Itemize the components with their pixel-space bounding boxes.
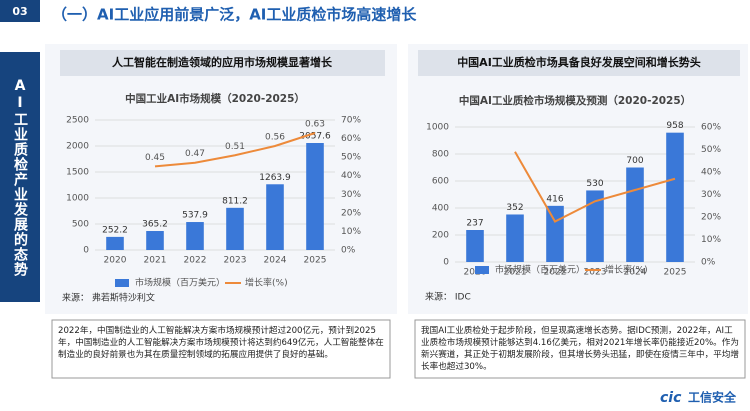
line-label: 0.63 <box>305 120 325 130</box>
sidebar: AI工业质检产业发展的态势 <box>0 52 40 302</box>
y-tick-label: 600 <box>432 177 449 187</box>
bar-label: 958 <box>666 121 683 131</box>
bar-label: 537.9 <box>182 211 208 221</box>
section-number: 03 <box>12 5 27 18</box>
bar-label: 252.2 <box>102 225 128 235</box>
bar-label: 352 <box>506 203 523 213</box>
y2-tick-label: 40% <box>341 171 361 181</box>
bar <box>306 143 324 250</box>
x-tick-label: 2021 <box>144 256 167 266</box>
panel-bg <box>45 44 397 314</box>
x-tick-label: 2024 <box>264 256 287 266</box>
description: 我国AI工业质检处于起步阶段，但呈现高速增长态势。据IDC预测，2022年，AI… <box>421 326 739 372</box>
bar <box>106 236 124 250</box>
logo-text: 工信安全 <box>688 390 737 405</box>
legend-swatch <box>475 266 489 274</box>
y2-tick-label: 10% <box>701 235 721 245</box>
x-tick-label: 2023 <box>224 256 247 266</box>
bar <box>466 230 484 262</box>
bar-label: 365.2 <box>142 220 168 230</box>
y-tick-label: 2000 <box>66 142 89 152</box>
y-tick-label: 200 <box>432 231 449 241</box>
x-tick-label: 2023 <box>584 268 607 278</box>
y-tick-label: 400 <box>432 204 449 214</box>
panel-bg <box>408 44 748 314</box>
bar-label: 530 <box>586 179 603 189</box>
bar <box>546 205 564 262</box>
bar-label: 700 <box>626 156 643 166</box>
bar-label: 1263.9 <box>259 173 291 183</box>
line-label: 0.56 <box>265 133 285 143</box>
line-label: 0.45 <box>145 153 165 163</box>
y2-tick-label: 10% <box>341 227 361 237</box>
y2-tick-label: 20% <box>701 213 721 223</box>
legend-label: 增长率(%) <box>605 264 648 276</box>
legend-label: 市场规模（百万美元） <box>495 264 585 276</box>
chart-title: 中国工业AI市场规模（2020-2025） <box>125 92 305 105</box>
y-tick-label: 1500 <box>66 168 89 178</box>
subtitle-band <box>60 50 385 76</box>
y2-tick-label: 30% <box>701 190 721 200</box>
x-tick-label: 2021 <box>504 268 527 278</box>
y-tick-label: 0 <box>83 246 89 256</box>
x-tick-label: 2025 <box>664 268 687 278</box>
y-tick-label: 0 <box>443 258 449 268</box>
slide-title: （一）AI工业应用前景广泛，AI工业质检市场高速增长 <box>52 6 417 24</box>
bar <box>226 207 244 250</box>
y-tick-label: 1000 <box>66 194 89 204</box>
x-tick-label: 2025 <box>304 256 327 266</box>
y2-tick-label: 50% <box>701 145 721 155</box>
y-tick-label: 1000 <box>426 123 449 133</box>
y2-tick-label: 0% <box>701 258 716 268</box>
x-tick-label: 2020 <box>104 256 127 266</box>
bar <box>666 132 684 262</box>
bar <box>146 231 164 250</box>
y2-tick-label: 60% <box>701 123 721 133</box>
bar <box>586 190 604 262</box>
y2-tick-label: 70% <box>341 116 361 126</box>
y2-tick-label: 40% <box>701 168 721 178</box>
legend-label: 增长率(%) <box>245 277 288 289</box>
panel-subtitle: 中国AI工业质检市场具备良好发展空间和增长势头 <box>457 55 701 69</box>
y2-tick-label: 60% <box>341 134 361 144</box>
y-tick-label: 500 <box>72 220 89 230</box>
line <box>154 132 316 168</box>
bar <box>506 214 524 262</box>
y2-tick-label: 0% <box>341 246 356 256</box>
bar <box>186 222 204 250</box>
chart-title: 中国AI工业质检市场规模及预测（2020-2025） <box>459 94 691 107</box>
x-tick-label: 2022 <box>544 268 567 278</box>
y2-tick-label: 50% <box>341 153 361 163</box>
bar-label: 416 <box>546 194 563 204</box>
line-label: 0.51 <box>225 142 245 152</box>
bar-label: 237 <box>466 219 483 229</box>
desc-box <box>414 319 746 379</box>
y-tick-label: 800 <box>432 150 449 160</box>
section-box <box>0 0 40 22</box>
line <box>514 151 676 223</box>
x-tick-label: 2024 <box>624 268 647 278</box>
y2-tick-label: 30% <box>341 190 361 200</box>
source: 来源： IDC <box>425 292 471 303</box>
desc-box <box>51 319 391 379</box>
logo-mark: cic <box>660 390 682 406</box>
line-label: 0.47 <box>185 149 205 159</box>
description: 2022年，中国制造业的人工智能解决方案市场规模预计超过200亿元，预计到202… <box>58 326 384 360</box>
source: 来源： 弗若斯特沙利文 <box>62 292 155 304</box>
legend-label: 市场规模（百万美元） <box>135 277 225 289</box>
y2-tick-label: 20% <box>341 208 361 218</box>
y-tick-label: 2500 <box>66 116 89 126</box>
panel-subtitle: 人工智能在制造领域的应用市场规模显著增长 <box>112 55 333 69</box>
x-tick-label: 2022 <box>184 256 207 266</box>
bar-label: 811.2 <box>222 196 248 206</box>
bar <box>626 167 644 262</box>
legend-swatch <box>115 279 129 287</box>
bar <box>266 184 284 250</box>
subtitle-band <box>418 50 740 76</box>
bar-label: 2057.6 <box>299 132 331 142</box>
